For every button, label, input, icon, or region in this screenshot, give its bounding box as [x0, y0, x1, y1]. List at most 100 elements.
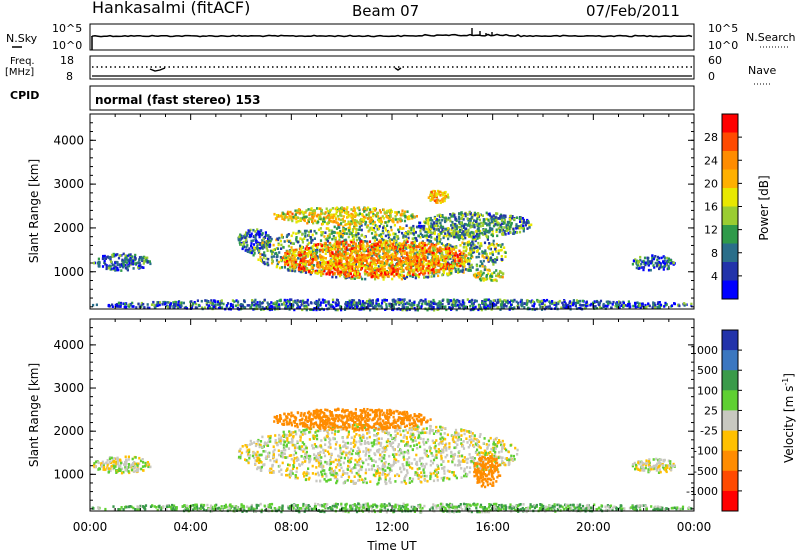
- heatmap-cell: [280, 256, 282, 259]
- heatmap-cell: [285, 213, 287, 216]
- heatmap-cell: [526, 304, 528, 307]
- heatmap-cell: [352, 228, 354, 231]
- heatmap-cell: [295, 213, 297, 216]
- heatmap-cell: [410, 270, 412, 273]
- heatmap-cell: [494, 261, 496, 264]
- heatmap-cell: [385, 229, 387, 232]
- heatmap-cell: [409, 251, 411, 254]
- nsky-label: N.Sky: [6, 32, 38, 45]
- heatmap-cell: [222, 303, 224, 306]
- heatmap-cell: [254, 230, 256, 233]
- heatmap-cell: [396, 273, 398, 276]
- heatmap-cell: [480, 242, 482, 245]
- heatmap-cell: [465, 255, 467, 258]
- heatmap-cell: [446, 263, 448, 266]
- heatmap-cell: [461, 242, 463, 245]
- heatmap-cell: [323, 263, 325, 266]
- heatmap-cell: [322, 299, 324, 302]
- heatmap-cell: [501, 300, 503, 303]
- heatmap-cell: [295, 237, 297, 240]
- heatmap-cell: [365, 221, 367, 224]
- heatmap-cell: [344, 247, 346, 250]
- heatmap-cell: [366, 242, 368, 245]
- heatmap-cell: [339, 242, 341, 245]
- heatmap-cell: [118, 257, 120, 260]
- heatmap-cell: [440, 268, 442, 271]
- heatmap-cell: [346, 232, 348, 235]
- heatmap-cell: [557, 303, 559, 306]
- heatmap-cell: [117, 269, 119, 272]
- heatmap-cell: [282, 257, 284, 260]
- heatmap-cell: [438, 236, 440, 239]
- heatmap-cell: [440, 232, 442, 235]
- heatmap-cell: [426, 219, 428, 222]
- heatmap-cell: [426, 267, 428, 270]
- heatmap-cell: [356, 302, 358, 305]
- heatmap-cell: [499, 231, 501, 234]
- heatmap-cell: [429, 272, 431, 275]
- heatmap-cell: [382, 226, 384, 229]
- heatmap-cell: [428, 230, 430, 233]
- heatmap-cell: [433, 271, 435, 274]
- heatmap-cell: [453, 257, 455, 260]
- heatmap-cell: [332, 244, 334, 247]
- heatmap-cell: [438, 260, 440, 263]
- heatmap-cell: [461, 252, 463, 255]
- heatmap-cell: [490, 259, 492, 262]
- heatmap-cell: [383, 268, 385, 271]
- heatmap-cell: [366, 208, 368, 211]
- heatmap-cell: [292, 252, 294, 255]
- heatmap-cell: [495, 275, 497, 278]
- heatmap-cell: [643, 260, 645, 263]
- heatmap-cell: [363, 259, 365, 262]
- heatmap-cell: [425, 228, 427, 231]
- heatmap-cell: [277, 247, 279, 250]
- heatmap-cell: [399, 226, 401, 229]
- heatmap-cell: [374, 248, 376, 251]
- heatmap-cell: [310, 230, 312, 233]
- heatmap-cell: [533, 303, 535, 306]
- heatmap-cell: [395, 254, 397, 257]
- heatmap-cell: [372, 223, 374, 226]
- heatmap-cell: [292, 216, 294, 219]
- heatmap-cell: [287, 269, 289, 272]
- heatmap-cell: [329, 247, 331, 250]
- heatmap-cell: [330, 262, 332, 265]
- heatmap-cell: [381, 235, 383, 238]
- heatmap-cell: [407, 246, 409, 249]
- heatmap-cell: [444, 263, 446, 266]
- heatmap-cell: [366, 226, 368, 229]
- heatmap-cell: [407, 240, 409, 243]
- heatmap-cell: [391, 265, 393, 268]
- heatmap-cell: [424, 247, 426, 250]
- heatmap-cell: [328, 269, 330, 272]
- heatmap-cell: [315, 232, 317, 235]
- heatmap-cell: [447, 194, 449, 197]
- heatmap-cell: [318, 229, 320, 232]
- heatmap-cell: [463, 242, 465, 245]
- heatmap-cell: [448, 267, 450, 270]
- heatmap-cell: [330, 259, 332, 262]
- heatmap-cell: [458, 250, 460, 253]
- heatmap-cell: [326, 208, 328, 211]
- heatmap-cell: [245, 239, 247, 242]
- heatmap-cell: [401, 210, 403, 213]
- heatmap-cell: [371, 248, 373, 251]
- heatmap-cell: [367, 245, 369, 248]
- heatmap-cell: [142, 266, 144, 269]
- heatmap-cell: [325, 257, 327, 260]
- heatmap-cell: [656, 263, 658, 266]
- heatmap-cell: [283, 259, 285, 262]
- heatmap-cell: [444, 232, 446, 235]
- heatmap-cell: [445, 251, 447, 254]
- freq-tick-bottom: 8: [66, 70, 73, 83]
- heatmap-cell: [299, 301, 301, 304]
- heatmap-cell: [357, 272, 359, 275]
- heatmap-cell: [532, 300, 534, 303]
- heatmap-cell: [493, 240, 495, 243]
- heatmap-cell: [401, 278, 403, 281]
- heatmap-cell: [332, 273, 334, 276]
- heatmap-cell: [415, 262, 417, 265]
- heatmap-cell: [379, 225, 381, 228]
